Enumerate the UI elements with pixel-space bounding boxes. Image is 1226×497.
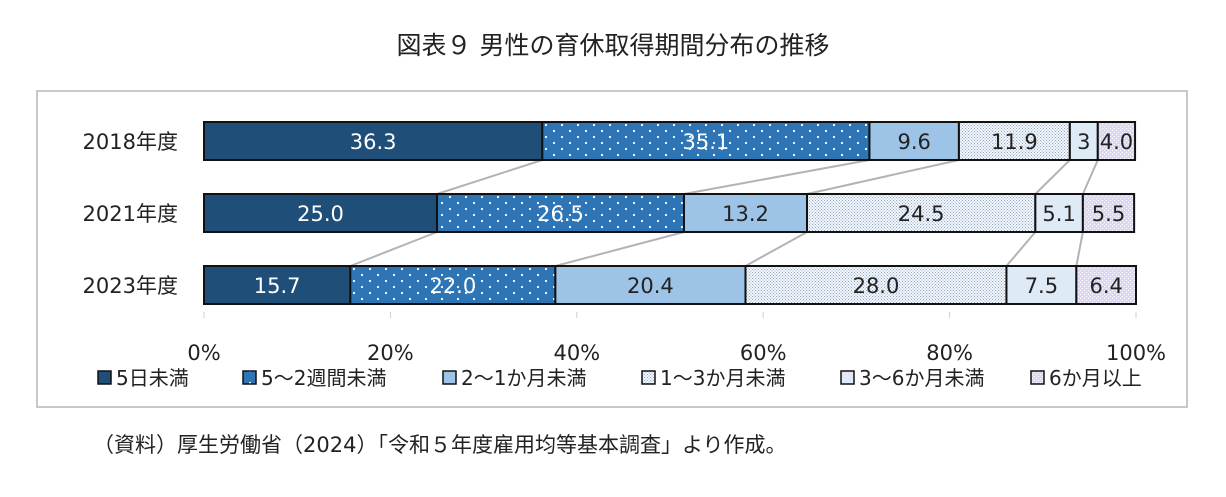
x-tick-label: 20%	[367, 341, 414, 365]
data-label: 36.3	[350, 130, 397, 154]
stacked-bar-chart: 2018年度 36.3 35.1 9.6 11.9 3 4.0 2021年度 25.0 26.5 1…	[83, 121, 1166, 390]
chart-title: 図表９ 男性の育休取得期間分布の推移	[396, 31, 830, 60]
data-label: 3	[1077, 130, 1090, 154]
legend-label: 5日未満	[116, 366, 189, 390]
connector-line	[806, 159, 960, 195]
data-label: 22.0	[429, 274, 476, 298]
bar-segment	[1068, 121, 1099, 161]
data-label: 15.7	[254, 274, 301, 298]
legend-swatch	[442, 370, 457, 385]
connector-line	[1034, 159, 1071, 195]
bar-segment	[1081, 193, 1136, 233]
connector-line	[436, 159, 543, 195]
legend-label: 1～3か月未満	[660, 366, 785, 390]
bar-segment	[436, 193, 685, 233]
data-label: 24.5	[898, 202, 945, 226]
data-label: 5.5	[1092, 202, 1125, 226]
data-label: 6.4	[1089, 274, 1122, 298]
x-tick-label: 100%	[1106, 341, 1166, 365]
data-label: 28.0	[853, 274, 900, 298]
data-label: 4.0	[1100, 130, 1133, 154]
bar-segment	[744, 265, 1008, 305]
data-label: 26.5	[537, 202, 584, 226]
connector-line	[1005, 231, 1037, 267]
bar-segment	[203, 121, 544, 161]
category-label: 2018年度	[83, 130, 178, 154]
legend-label: 6か月以上	[1049, 366, 1142, 390]
bar-segment	[1005, 265, 1078, 305]
legend-swatch	[97, 370, 112, 385]
bar-segment	[349, 265, 557, 305]
connector-line	[745, 231, 808, 267]
legend-swatch	[242, 370, 257, 385]
legend-label: 2～1か月未満	[461, 366, 586, 390]
data-label: 7.5	[1025, 274, 1058, 298]
data-label: 11.9	[991, 130, 1038, 154]
connector-line	[349, 231, 438, 267]
x-tick-label: 60%	[740, 341, 787, 365]
data-label: 25.0	[297, 202, 344, 226]
legend-label: 3～6か月未満	[859, 366, 984, 390]
x-tick-label: 80%	[926, 341, 973, 365]
connector-line	[555, 231, 685, 267]
legend-label: 5～2週間未満	[261, 366, 386, 390]
legend-swatch	[840, 370, 855, 385]
chart-frame: 2018年度 36.3 35.1 9.6 11.9 3 4.0 2021年度 25.0 26.5 1…	[36, 90, 1188, 408]
connector-line	[1081, 159, 1099, 195]
legend-swatch	[1030, 370, 1045, 385]
data-label: 20.4	[627, 274, 674, 298]
connector-line	[683, 159, 870, 195]
bar-segment	[868, 121, 960, 161]
category-label: 2023年度	[83, 274, 178, 298]
bar-segment	[1075, 265, 1138, 305]
bar-segment	[203, 265, 352, 305]
data-label: 5.1	[1042, 202, 1075, 226]
bar-segment	[1096, 121, 1137, 161]
data-label: 13.2	[722, 202, 769, 226]
bar-segment	[203, 193, 438, 233]
data-label: 35.1	[682, 130, 729, 154]
bar-segment	[541, 121, 871, 161]
x-tick-label: 0%	[187, 341, 220, 365]
bar-segment	[806, 193, 1037, 233]
data-label: 9.6	[897, 130, 930, 154]
connector-line	[1075, 231, 1084, 267]
source-note: （資料）厚生労働省（2024）「令和５年度雇用均等基本調査」より作成。	[93, 433, 787, 457]
category-label: 2021年度	[83, 202, 178, 226]
legend-swatch	[641, 370, 656, 385]
bar-segment	[682, 193, 809, 233]
x-tick-label: 40%	[553, 341, 600, 365]
